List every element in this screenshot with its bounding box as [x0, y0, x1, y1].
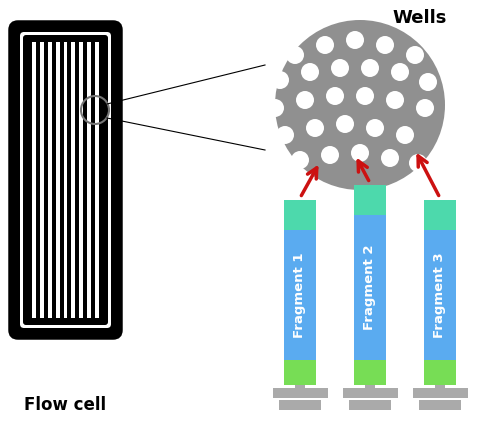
Bar: [72, 42, 76, 318]
Circle shape: [296, 91, 314, 109]
Circle shape: [286, 46, 304, 64]
Bar: [279, 400, 321, 410]
Circle shape: [351, 144, 369, 162]
Circle shape: [419, 73, 437, 91]
Bar: [342, 388, 398, 398]
Circle shape: [271, 71, 289, 89]
Circle shape: [321, 146, 339, 164]
Bar: [295, 385, 305, 388]
Bar: [424, 230, 456, 360]
Text: Fragment 2: Fragment 2: [364, 245, 376, 330]
Text: Fragment 1: Fragment 1: [294, 252, 306, 338]
Text: Flow cell: Flow cell: [24, 396, 106, 414]
Circle shape: [275, 20, 445, 190]
FancyBboxPatch shape: [23, 35, 108, 325]
Circle shape: [266, 99, 284, 117]
Bar: [284, 360, 316, 385]
Bar: [354, 185, 386, 215]
Circle shape: [386, 91, 404, 109]
Bar: [419, 400, 461, 410]
Bar: [284, 230, 316, 360]
Circle shape: [331, 59, 349, 77]
Circle shape: [276, 126, 294, 144]
Circle shape: [301, 63, 319, 81]
Circle shape: [356, 87, 374, 105]
Bar: [48, 42, 52, 318]
Text: Wells: Wells: [393, 9, 447, 27]
Circle shape: [366, 119, 384, 137]
Circle shape: [361, 59, 379, 77]
Bar: [95, 42, 99, 318]
Circle shape: [291, 151, 309, 169]
Text: Fragment 3: Fragment 3: [434, 252, 446, 338]
Bar: [80, 42, 84, 318]
Bar: [349, 400, 391, 410]
Bar: [87, 42, 91, 318]
Circle shape: [306, 119, 324, 137]
Circle shape: [391, 63, 409, 81]
Bar: [354, 360, 386, 385]
Bar: [424, 360, 456, 385]
Bar: [64, 42, 68, 318]
Bar: [32, 42, 36, 318]
Bar: [435, 385, 445, 388]
Circle shape: [396, 126, 414, 144]
Circle shape: [376, 36, 394, 54]
Bar: [424, 200, 456, 230]
Bar: [284, 200, 316, 230]
Bar: [365, 385, 375, 388]
Circle shape: [381, 149, 399, 167]
Circle shape: [409, 154, 427, 172]
FancyBboxPatch shape: [10, 22, 121, 338]
Circle shape: [326, 87, 344, 105]
Circle shape: [316, 36, 334, 54]
Circle shape: [416, 99, 434, 117]
FancyBboxPatch shape: [20, 32, 111, 328]
Bar: [354, 215, 386, 360]
Bar: [56, 42, 60, 318]
Circle shape: [346, 31, 364, 49]
Bar: [412, 388, 468, 398]
Bar: [40, 42, 44, 318]
Circle shape: [336, 115, 354, 133]
Bar: [272, 388, 328, 398]
Circle shape: [406, 46, 424, 64]
